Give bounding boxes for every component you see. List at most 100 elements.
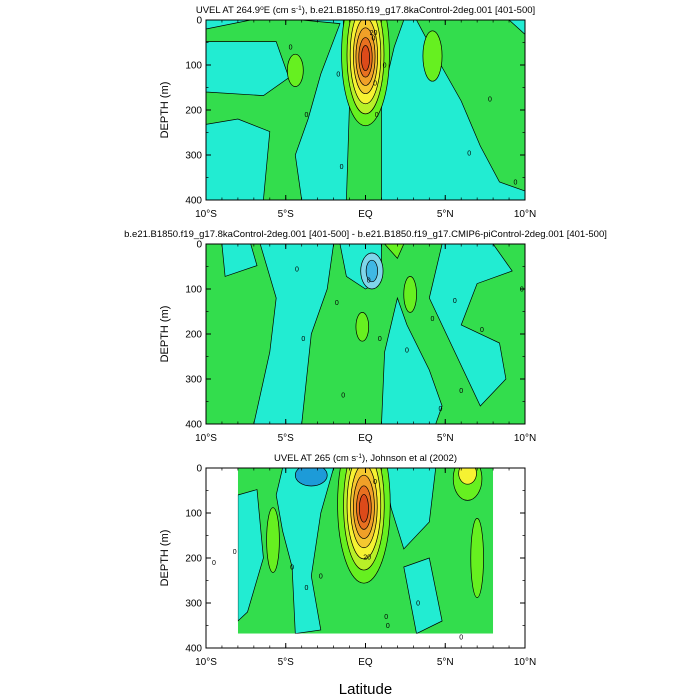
lime-east <box>470 518 484 598</box>
contour-label: 0 <box>319 574 323 581</box>
contour-label: 0 <box>384 614 388 621</box>
contour-label: 0 <box>335 300 339 307</box>
cyan-east-column <box>403 557 443 635</box>
contour-label: 0 <box>459 634 463 641</box>
y-tick-label: 200 <box>185 330 202 341</box>
lime-east <box>403 276 417 313</box>
x-tick-label: 10°N <box>514 657 536 668</box>
contour-label: 0 <box>212 560 216 567</box>
jet-core-contour-6 <box>361 45 370 72</box>
lime-pocket <box>286 53 304 87</box>
filled-contours <box>206 468 525 648</box>
contour-label: 0 <box>372 36 376 43</box>
cyan-column-east <box>381 296 443 424</box>
panel-title: UVEL AT 265 (cm s-1), Johnson et al (200… <box>274 453 457 465</box>
y-tick-label: 200 <box>185 554 202 565</box>
y-tick-label: 300 <box>185 375 202 386</box>
contour-label: 0 <box>340 164 344 171</box>
x-tick-label: 5°S <box>278 209 295 220</box>
y-tick-label: 400 <box>185 420 202 431</box>
panel-middle: 10°S 5°S EQ 5°N 10°N 0 100 200 300 400 DEPTH (m) b.… <box>124 229 607 444</box>
contour-label: 0 <box>520 287 524 294</box>
contour-label: 0 <box>290 565 294 572</box>
contour-label: 0 <box>367 278 371 285</box>
cyan-east <box>428 244 513 407</box>
contour-label: 0 <box>459 388 463 395</box>
y-axis-label: DEPTH (m) <box>159 306 171 363</box>
contour-label: 0 <box>336 72 340 79</box>
filled-contours <box>206 244 525 424</box>
lime-west <box>266 507 280 573</box>
contour-label: 0 <box>289 45 293 52</box>
contour-label: 0 <box>305 112 309 119</box>
x-tick-label: 5°S <box>278 433 295 444</box>
cyan-top-left <box>221 244 258 277</box>
contour-label: 0 <box>416 601 420 608</box>
east-lime <box>422 30 443 82</box>
blue-pocket <box>365 259 378 283</box>
x-tick-label: 10°N <box>514 433 536 444</box>
x-tick-label: 5°N <box>437 209 454 220</box>
x-tick-label: EQ <box>358 657 373 668</box>
x-tick-label: 10°S <box>195 209 217 220</box>
y-tick-label: 400 <box>185 644 202 655</box>
contour-label: 0 <box>405 347 409 354</box>
x-tick-label: 5°S <box>278 657 295 668</box>
y-tick-label: 300 <box>185 151 202 162</box>
contour-label: 0 <box>386 623 390 630</box>
yellow-north <box>458 468 477 485</box>
contour-label: 0 <box>378 336 382 343</box>
y-tick-label: 0 <box>196 464 202 475</box>
contour-label: 0 <box>233 549 237 556</box>
blue-top-west <box>294 468 328 487</box>
x-tick-label: 5°N <box>437 657 454 668</box>
x-tick-label: 10°S <box>195 657 217 668</box>
contour-label: 0 <box>301 336 305 343</box>
contour-label: 0 <box>453 298 457 305</box>
lime-top <box>384 244 405 260</box>
cyan-column <box>275 468 334 635</box>
lime-west <box>355 312 370 342</box>
y-tick-label: 100 <box>185 61 202 72</box>
no-data-east <box>493 468 525 648</box>
y-tick-label: 0 <box>196 240 202 251</box>
contour-label: 0 <box>375 112 379 119</box>
contour-label: 0 <box>373 81 377 88</box>
contour-label: 0 <box>431 316 435 323</box>
no-data-west <box>206 468 238 648</box>
y-axis-label: DEPTH (m) <box>159 530 171 587</box>
figure-x-axis-label: Latitude <box>339 681 392 698</box>
contour-label: 0 <box>439 406 443 413</box>
contour-label: 0 <box>513 180 517 187</box>
x-tick-label: EQ <box>358 209 373 220</box>
contour-label: 20 <box>370 30 378 37</box>
contour-label: 0 <box>341 392 345 399</box>
cyan-column-west <box>253 244 334 424</box>
x-tick-label: 5°N <box>437 433 454 444</box>
no-data-bottom <box>237 633 494 648</box>
x-tick-label: 10°N <box>514 209 536 220</box>
contour-label: 0 <box>383 63 387 70</box>
contour-label: 0 <box>373 479 377 486</box>
contour-label: 0 <box>305 585 309 592</box>
x-tick-label: EQ <box>358 433 373 444</box>
contour-label: 0 <box>295 266 299 273</box>
panel-title: UVEL AT 264.9oE (cm s-1), b.e21.B1850.f1… <box>196 5 535 17</box>
y-tick-label: 300 <box>185 599 202 610</box>
y-tick-label: 100 <box>185 509 202 520</box>
cyan-pocket <box>206 41 290 96</box>
y-axis-label: DEPTH (m) <box>159 82 171 139</box>
y-tick-label: 400 <box>185 196 202 207</box>
jet-core-contour-6 <box>358 494 369 523</box>
filled-contours <box>206 20 525 200</box>
contour-label: 0 <box>488 96 492 103</box>
east-region <box>416 20 525 192</box>
y-tick-label: 200 <box>185 106 202 117</box>
contour-label: 0 <box>467 150 471 157</box>
y-tick-label: 100 <box>185 285 202 296</box>
y-tick-label: 0 <box>196 16 202 27</box>
contour-label: 20 <box>363 555 371 562</box>
